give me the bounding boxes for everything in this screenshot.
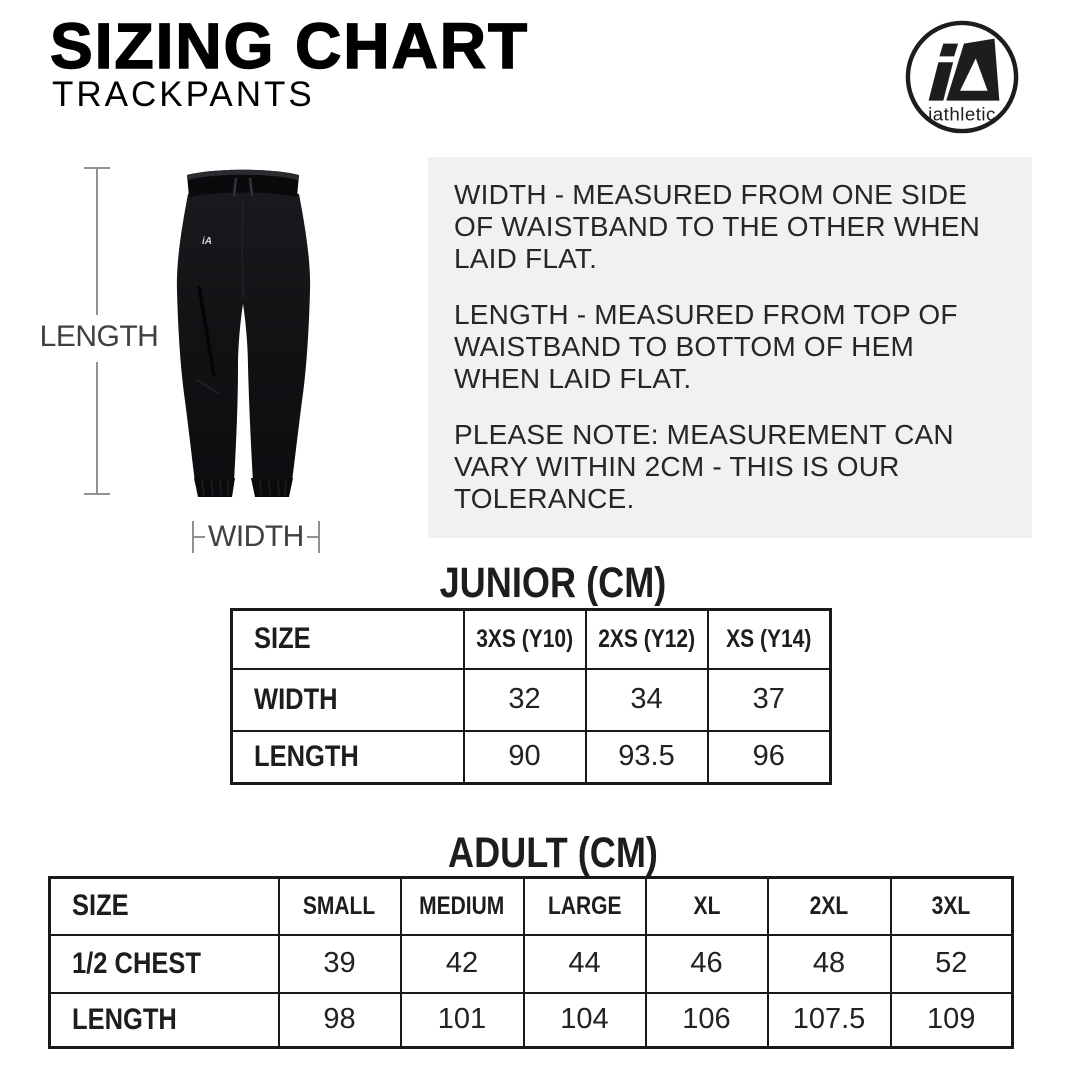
adult-length-row: LENGTH 98 101 104 106 107.5 109 [48,991,1014,1049]
adult-length-small: 98 [277,991,402,1049]
junior-width-3xs: 32 [462,667,587,732]
measurement-notes-box: WIDTH - MEASURED FROM ONE SIDE OF WAISTB… [428,157,1032,538]
adult-chest-row: 1/2 CHEST 39 42 44 46 48 52 [48,933,1014,994]
junior-col-size: SIZE [230,608,465,670]
adult-col-large: LARGE [522,876,647,936]
adult-length-medium: 101 [399,991,525,1049]
adult-row-label-chest: 1/2 CHEST [48,933,280,994]
logo-monogram [928,38,1000,101]
adult-chest-3xl: 52 [889,933,1014,994]
adult-table-title: ADULT (CM) [448,829,658,877]
junior-width-xs: 37 [706,667,832,732]
adult-col-medium: MEDIUM [399,876,525,936]
logo-wordmark: iathletic [928,103,996,124]
length-line-lower [96,362,98,493]
adult-col-3xl: 3XL [889,876,1014,936]
adult-size-table: SIZE SMALL MEDIUM LARGE XL 2XL 3XL 1/2 C… [48,876,1014,1049]
adult-col-size: SIZE [48,876,280,936]
junior-col-xs: XS (Y14) [706,608,832,670]
adult-length-3xl: 109 [889,991,1014,1049]
junior-width-2xs: 34 [584,667,709,732]
width-left-bar [192,521,194,553]
junior-length-xs: 96 [706,729,832,785]
page-title: SIZING CHART [49,10,530,82]
adult-header-row: SIZE SMALL MEDIUM LARGE XL 2XL 3XL [48,876,1014,936]
adult-length-large: 104 [522,991,647,1049]
width-marker: WIDTH [192,520,320,554]
note-width: WIDTH - MEASURED FROM ONE SIDE OF WAISTB… [454,179,981,274]
width-right-bar [317,521,320,553]
adult-chest-small: 39 [277,933,402,994]
width-left-tick [194,536,205,538]
junior-length-3xs: 90 [462,729,587,785]
length-line-upper [96,167,98,315]
junior-size-table: SIZE 3XS (Y10) 2XS (Y12) XS (Y14) WIDTH … [230,608,832,785]
note-tolerance: PLEASE NOTE: MEASUREMENT CAN VARY WITHIN… [454,419,954,514]
length-label: LENGTH [39,320,159,353]
junior-length-2xs: 93.5 [584,729,709,785]
pants-hip-logo: iA [202,236,212,247]
adult-col-small: SMALL [277,876,402,936]
adult-length-xl: 106 [644,991,769,1049]
adult-col-xl: XL [644,876,769,936]
page-subtitle: TRACKPANTS [52,75,315,114]
width-label: WIDTH [208,520,304,553]
junior-row-label-length: LENGTH [230,729,465,785]
length-line-bottom-cap [84,493,110,495]
junior-width-row: WIDTH 32 34 37 [230,667,832,732]
junior-col-3xs: 3XS (Y10) [462,608,587,670]
junior-header-row: SIZE 3XS (Y10) 2XS (Y12) XS (Y14) [230,608,832,670]
adult-chest-2xl: 48 [766,933,892,994]
junior-table-title: JUNIOR (CM) [439,559,667,607]
adult-chest-medium: 42 [399,933,525,994]
adult-col-2xl: 2XL [766,876,892,936]
note-length: LENGTH - MEASURED FROM TOP OF WAISTBAND … [454,299,958,394]
adult-row-label-length: LENGTH [48,991,280,1049]
junior-length-row: LENGTH 90 93.5 96 [230,729,832,785]
trackpants-image: iA [176,169,311,497]
adult-chest-xl: 46 [644,933,769,994]
width-right-tick [306,536,318,538]
adult-chest-large: 44 [522,933,647,994]
junior-row-label-width: WIDTH [230,667,465,732]
brand-logo-icon: iathletic [905,20,1019,134]
junior-col-2xs: 2XS (Y12) [584,608,709,670]
adult-length-2xl: 107.5 [766,991,892,1049]
